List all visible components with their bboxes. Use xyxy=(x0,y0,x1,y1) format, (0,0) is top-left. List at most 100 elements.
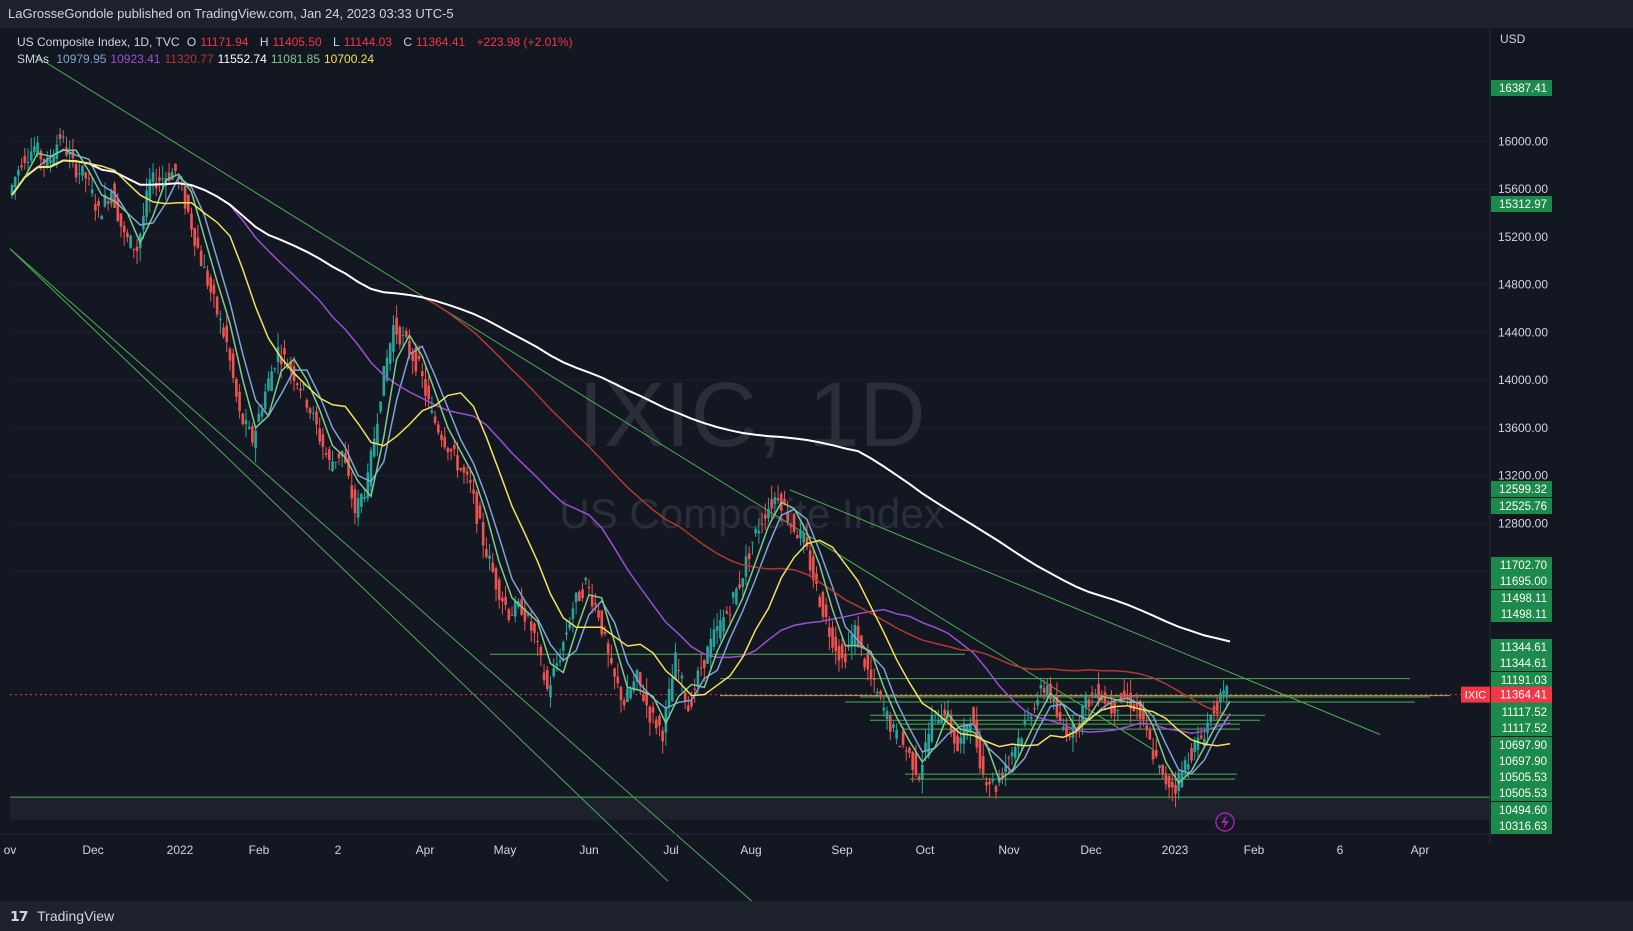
candle-body xyxy=(610,657,613,664)
candle-body xyxy=(1138,701,1142,719)
candle-body xyxy=(20,165,23,168)
x-tick-label: Aug xyxy=(740,843,761,857)
candle-body xyxy=(459,468,463,470)
candle-body xyxy=(1193,741,1197,752)
candle-body xyxy=(549,685,552,698)
tradingview-logo-icon[interactable]: 𝟭𝟳 xyxy=(10,908,29,924)
price-label-bg xyxy=(1491,802,1552,818)
candle-body xyxy=(148,179,152,200)
candle-body xyxy=(299,388,302,391)
candle-body xyxy=(39,150,43,160)
trendline[interactable] xyxy=(34,55,1155,751)
candle-body xyxy=(263,391,267,409)
candle-body xyxy=(626,688,629,703)
low-value: 11144.03 xyxy=(343,35,392,49)
candle-body xyxy=(1023,720,1027,725)
candle-body xyxy=(719,620,722,639)
candle-body xyxy=(257,413,261,422)
candle-body xyxy=(956,735,959,752)
candle-body xyxy=(1215,700,1219,714)
candle-body xyxy=(853,624,857,647)
candle-body xyxy=(270,371,273,392)
candle-body xyxy=(776,497,780,501)
candle-body xyxy=(943,709,947,715)
candle-body xyxy=(783,499,786,505)
upper-trendline-extension[interactable] xyxy=(789,489,1381,735)
lightning-icon[interactable] xyxy=(1215,812,1235,832)
candle-body xyxy=(539,646,543,656)
sma-value-5: 10700.24 xyxy=(324,52,375,66)
price-label: 11117.52 xyxy=(1502,707,1547,719)
candle-body xyxy=(1161,764,1164,775)
candle-body xyxy=(334,461,338,463)
candle-body xyxy=(773,497,777,505)
candle-body xyxy=(212,284,216,294)
candle-body xyxy=(74,164,78,178)
candle-body xyxy=(231,353,235,378)
candle-body xyxy=(949,714,953,733)
candle-body xyxy=(485,548,488,558)
candle-body xyxy=(55,144,59,159)
open-value: 11171.94 xyxy=(200,35,249,49)
candle-body xyxy=(920,764,924,780)
candle-body xyxy=(533,623,536,633)
candle-body xyxy=(196,237,200,248)
candle-body xyxy=(199,250,203,267)
candle-body xyxy=(597,610,600,618)
candle-body xyxy=(699,667,703,669)
candle-body xyxy=(536,640,539,642)
y-tick-label: 12800.00 xyxy=(1498,516,1548,530)
candle-body xyxy=(953,729,956,744)
candle-body xyxy=(751,541,754,543)
x-tick-label: Feb xyxy=(249,843,270,857)
candle-body xyxy=(81,165,84,176)
candle-body xyxy=(238,391,241,412)
lower-channel-line[interactable] xyxy=(9,248,797,901)
candle-body xyxy=(1081,705,1084,726)
candle-body xyxy=(437,424,440,433)
candle-body xyxy=(738,584,741,588)
price-label: 10697.90 xyxy=(1499,740,1547,752)
candle-body xyxy=(331,461,334,472)
candle-body xyxy=(1087,699,1091,707)
candle-body xyxy=(1100,697,1104,701)
candle-body xyxy=(350,485,354,499)
legend-sma-row[interactable]: SMAs 10979.95 10923.41 11320.77 11552.74 110… xyxy=(17,51,577,68)
candle-body xyxy=(696,670,700,687)
price-chart[interactable]: IXIC, 1D US Composite Index USD 16000.00 156… xyxy=(0,28,1633,901)
sma-values: 10979.95 10923.41 11320.77 11552.74 11081.85… xyxy=(56,52,378,66)
candle-body xyxy=(805,537,809,547)
candle-body xyxy=(113,183,116,208)
candle-body xyxy=(395,317,398,335)
candle-body xyxy=(84,172,88,179)
footer-brand[interactable]: TradingView xyxy=(37,908,115,924)
candle-body xyxy=(267,378,270,391)
candle-body xyxy=(606,643,610,654)
candle-body xyxy=(94,204,97,211)
candle-body xyxy=(1174,784,1177,794)
candle-body xyxy=(882,707,886,711)
candle-body xyxy=(1010,752,1014,757)
candle-body xyxy=(677,669,680,671)
price-label: 11498.11 xyxy=(1501,593,1547,605)
price-label: 11191.03 xyxy=(1501,675,1547,687)
candle-body xyxy=(911,751,914,770)
trendline[interactable] xyxy=(9,248,669,882)
candle-body xyxy=(863,658,866,668)
candle-body xyxy=(747,553,751,560)
price-label: 11344.61 xyxy=(1500,642,1547,654)
candle-body xyxy=(680,675,684,679)
price-label-bg xyxy=(1491,753,1552,769)
candle-body xyxy=(510,614,514,616)
price-label: 12525.76 xyxy=(1499,501,1547,513)
candle-body xyxy=(222,327,225,337)
candle-body xyxy=(183,185,187,209)
price-label-bg xyxy=(1491,606,1552,622)
candle-body xyxy=(193,228,196,246)
candle-body xyxy=(372,438,376,457)
candle-body xyxy=(831,627,834,648)
candle-body xyxy=(103,194,107,207)
watermark-symbol: IXIC, 1D xyxy=(578,364,926,466)
candle-body xyxy=(731,592,735,598)
